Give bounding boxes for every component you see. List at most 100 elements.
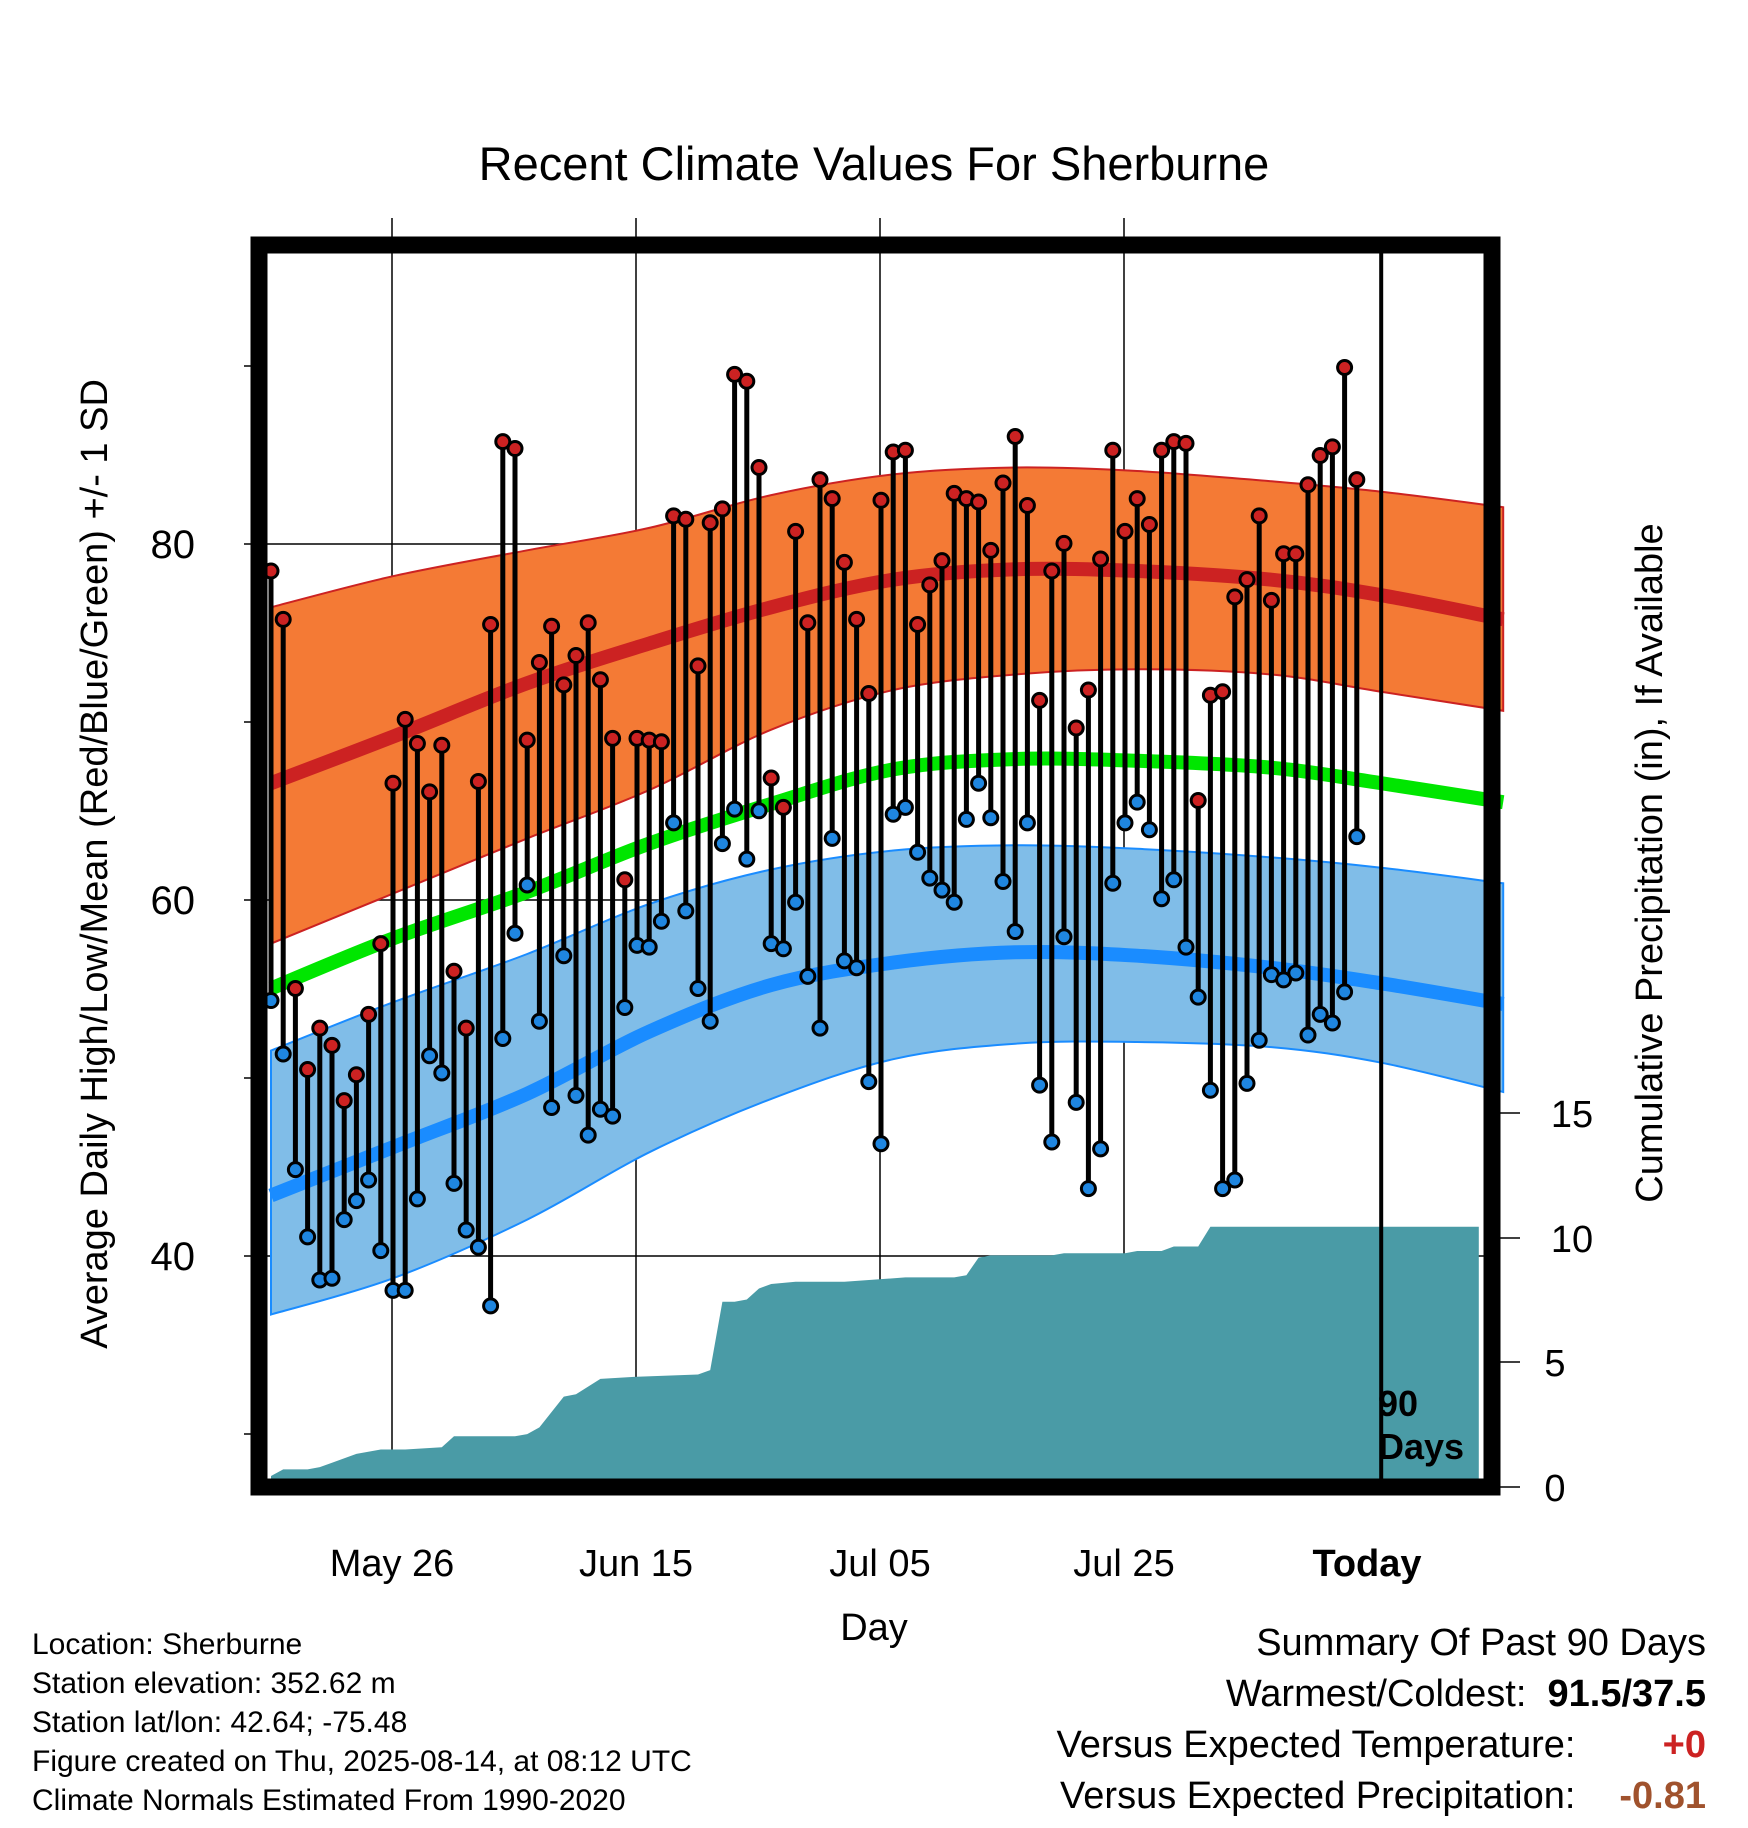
high-temp-point: [1006, 427, 1024, 445]
created-text: Figure created on Thu, 2025-08-14, at 08…: [32, 1745, 692, 1778]
x-tick-label-today: Today: [1312, 1543, 1421, 1585]
low-temp-point: [970, 774, 988, 792]
low-temp-point: [1067, 1093, 1085, 1111]
high-temp-point: [1189, 791, 1207, 809]
low-temp-point: [1006, 923, 1024, 941]
y-tick-label-80: 80: [151, 523, 196, 567]
low-temp-point: [750, 802, 768, 820]
high-temp-point: [543, 617, 561, 635]
high-temp-point: [1311, 446, 1329, 464]
y-axis-left: 80 60 40 Average Daily High/Low/Mean (Re…: [74, 379, 195, 1349]
high-temp-point: [1104, 441, 1122, 459]
plot-frame: [250, 236, 1501, 1496]
high-temp-point: [1018, 496, 1036, 514]
high-temp-point: [299, 1061, 317, 1079]
high-temp-point: [1031, 691, 1049, 709]
high-temp-point: [360, 1005, 378, 1023]
low-temp-point: [701, 1012, 719, 1030]
vs-precip-value: -0.81: [1619, 1775, 1706, 1817]
low-temp-point: [713, 835, 731, 853]
high-temp-point: [1336, 358, 1354, 376]
low-temp-point: [860, 1073, 878, 1091]
low-temp-point: [494, 1030, 512, 1047]
today-label-unit: Days: [1378, 1426, 1464, 1467]
low-temp-point: [591, 1100, 609, 1118]
low-temp-point: [1079, 1180, 1097, 1198]
right-tick-label-10: 10: [1551, 1219, 1593, 1261]
low-temp-point: [482, 1297, 500, 1315]
low-temp-point: [530, 1012, 548, 1030]
x-tick-label-jul05: Jul 05: [829, 1543, 930, 1585]
high-temp-point: [433, 736, 451, 754]
low-temp-point: [506, 924, 524, 942]
normals-text: Climate Normals Estimated From 1990-2020: [32, 1784, 626, 1817]
high-temp-point: [408, 735, 426, 753]
low-temp-point: [1043, 1133, 1061, 1151]
warm-cold-label: Warmest/Coldest:: [1225, 1673, 1527, 1715]
x-tick-label-may26: May 26: [330, 1543, 455, 1585]
high-temp-point: [848, 610, 866, 628]
high-temp-point: [1092, 550, 1110, 568]
low-temp-point: [896, 798, 914, 816]
high-temp-point: [799, 614, 817, 632]
high-temp-point: [970, 493, 988, 511]
low-temp-point: [1140, 821, 1158, 839]
high-temp-point: [384, 774, 402, 792]
high-temp-point: [335, 1092, 353, 1110]
low-temp-point: [372, 1242, 390, 1260]
high-temp-point: [982, 541, 1000, 559]
low-temp-point: [555, 947, 573, 965]
high-temp-point: [1067, 719, 1085, 737]
precipitation-area: [271, 1226, 1479, 1487]
warm-cold-value: 91.5/37.5: [1547, 1673, 1706, 1715]
low-temp-point: [1055, 928, 1073, 946]
high-temp-point: [872, 491, 890, 509]
low-temp-point: [286, 1161, 304, 1179]
low-temp-point: [579, 1126, 597, 1144]
low-temp-point: [1128, 793, 1146, 811]
low-temp-point: [982, 809, 1000, 827]
high-temp-point: [726, 365, 744, 383]
low-temp-point: [421, 1047, 439, 1065]
high-temp-point: [835, 553, 853, 571]
low-temp-point: [1092, 1140, 1110, 1158]
high-temp-point: [457, 1019, 475, 1037]
high-temp-point: [347, 1066, 365, 1084]
high-temp-point: [921, 576, 939, 594]
low-temp-point: [1287, 964, 1305, 982]
high-temp-point: [372, 935, 390, 953]
low-temp-point: [433, 1064, 451, 1082]
summary-panel: Summary Of Past 90 Days Warmest/Coldest:…: [1057, 1618, 1706, 1822]
high-temp-point: [1226, 588, 1244, 606]
high-temp-point: [469, 772, 487, 790]
high-temp-point: [811, 471, 829, 489]
high-temp-point: [530, 653, 548, 671]
low-temp-point: [1165, 871, 1183, 889]
high-temp-point: [1116, 522, 1134, 540]
low-temp-point: [335, 1211, 353, 1229]
high-temp-point: [689, 657, 707, 675]
right-tick-label-0: 0: [1544, 1468, 1565, 1510]
high-temp-point: [286, 979, 304, 997]
low-temp-point: [1275, 971, 1293, 989]
y-tick-label-40: 40: [151, 1235, 196, 1279]
right-tick-label-5: 5: [1544, 1343, 1565, 1385]
y-tick-label-60: 60: [151, 879, 196, 923]
low-temp-point: [457, 1221, 475, 1239]
location-text: Location: Sherburne: [32, 1628, 303, 1661]
low-temp-point: [994, 873, 1012, 891]
high-temp-point: [677, 510, 695, 528]
low-temp-point: [921, 869, 939, 887]
low-temp-point: [1031, 1076, 1049, 1094]
low-temp-point: [640, 938, 658, 956]
low-temp-point: [1323, 1014, 1341, 1032]
high-temp-point: [591, 671, 609, 689]
low-temp-point: [543, 1099, 561, 1116]
low-temp-point: [933, 881, 951, 899]
low-temp-point: [469, 1238, 487, 1256]
high-temp-point: [1214, 683, 1232, 701]
y-axis-label-right: Cumulative Precipitation (in), If Availa…: [1629, 523, 1671, 1202]
high-temp-point: [774, 798, 792, 816]
summary-vs-temp: Versus Expected Temperature: +0: [1057, 1720, 1706, 1771]
high-temp-point: [652, 733, 670, 751]
